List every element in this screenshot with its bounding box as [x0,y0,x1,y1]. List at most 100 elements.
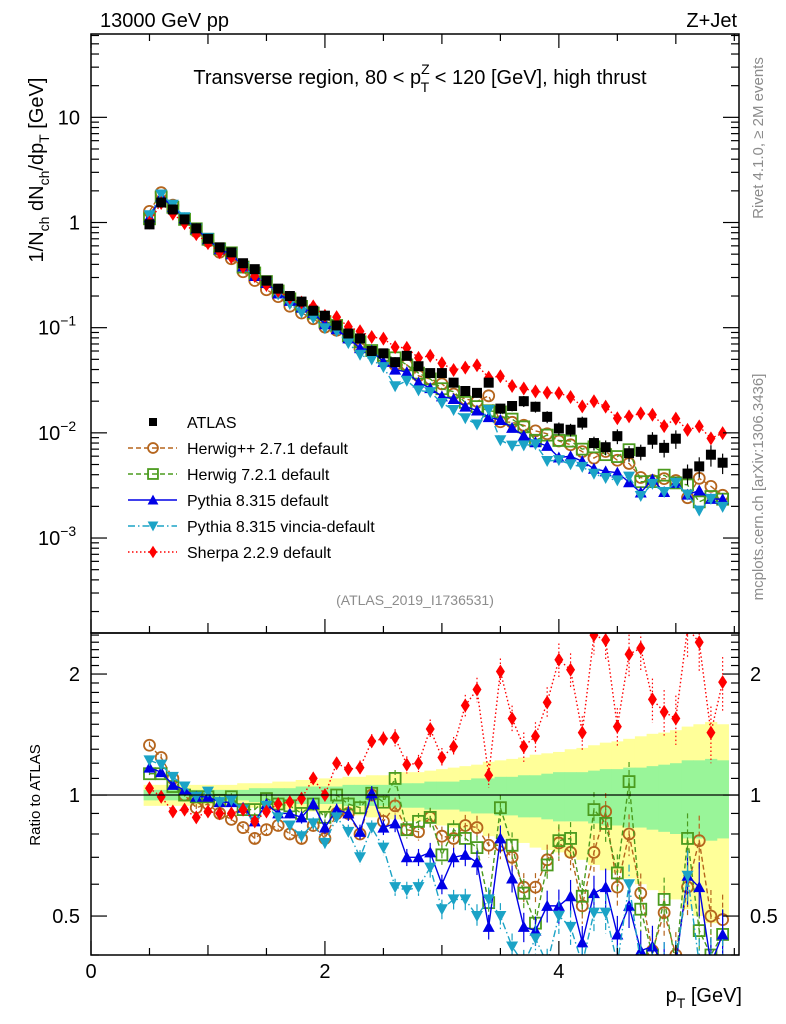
ratio-point [472,682,482,697]
data-point [634,491,647,503]
ratio-point [718,675,728,690]
ratio-point [692,924,706,938]
ratio-point [307,797,320,809]
ratio-point [425,721,435,736]
data-point [542,411,553,422]
ratio-point [285,795,295,810]
ratio-point [377,842,390,854]
ratio-point [635,959,647,970]
data-point [658,487,671,499]
data-point [519,381,529,396]
legend-item: Pythia 8.315 default [128,493,329,510]
data-point [273,283,284,294]
ratio-point [670,958,681,969]
ratio-point [342,807,355,819]
ratio-point [236,821,250,834]
data-point [646,478,659,490]
y-tick-label: 1 [69,213,80,235]
stat-uncertainty-band [669,763,683,834]
ratio-point [365,822,378,834]
ratio-point [601,633,611,648]
ratio-point [203,804,213,819]
data-point [659,442,670,453]
data-point [296,296,307,307]
stat-uncertainty-band [506,776,519,816]
ratio-point [402,757,412,772]
data-point [449,362,459,377]
legend-label: Pythia 8.315 default [187,493,329,510]
ratio-point [659,704,669,719]
data-point [389,363,402,375]
data-point [600,442,611,453]
data-point [202,233,213,244]
stat-uncertainty-band [576,772,589,822]
stat-uncertainty-band [541,773,554,820]
ratio-point [622,775,636,789]
ratio-point [447,894,460,906]
data-point [377,362,390,374]
data-point [657,468,671,482]
ratio-point [704,909,718,923]
ratio-point [519,739,529,754]
data-point [564,459,577,471]
data-point [343,328,354,339]
data-point [507,401,518,412]
data-point [425,368,436,379]
ratio-point [670,958,682,969]
ratio-point [484,768,494,783]
data-point [494,413,507,425]
legend-item: Pythia 8.315 vincia-default [128,519,375,536]
data-point [390,340,400,355]
ratio-point [494,832,507,844]
ratio-point [587,887,600,899]
data-point [238,258,249,269]
data-point [624,409,634,424]
stat-uncertainty-band [553,772,566,822]
ratio-point [564,921,577,933]
legend-marker [148,545,158,559]
header-left: 13000 GeV pp [100,10,229,32]
series-line [148,193,724,512]
ratio-point [388,772,402,785]
axis-ticks [90,34,739,956]
data-point [318,323,331,335]
ratio-point [647,692,657,707]
ratio-point [143,738,156,752]
data-point [448,377,459,388]
rivet-label: Rivet 4.1.0, ≥ 2M events [750,57,767,219]
ratio-point [283,807,296,819]
ratio-point [541,959,553,970]
data-point [671,411,681,426]
ratio-point [343,762,353,777]
ratio-point [599,881,612,893]
ratio-point [470,821,484,834]
ratio-point [295,831,308,843]
data-point [495,369,505,384]
data-point [683,422,693,437]
ratio-point [414,756,424,771]
data-point [144,219,155,230]
ratio-y-tick-label-right: 2 [750,664,761,686]
data-point [565,424,576,435]
stat-uncertainty-band [646,766,659,830]
ratio-line [148,744,723,955]
data-point [693,484,706,496]
legend-item: Herwig 7.2.1 default [128,467,330,484]
ratio-point [168,804,178,819]
data-point [587,468,600,480]
data-point [553,423,564,434]
legend-label: ATLAS [187,415,237,432]
x-tick-label: 4 [553,961,564,983]
ratio-point [505,838,519,852]
ratio-point [412,851,425,863]
ratio-point [564,890,577,902]
ratio-point [506,941,519,953]
series-atlas [144,197,728,485]
series-line [148,201,723,440]
stat-uncertainty-band [681,760,694,839]
x-tick-label: 0 [85,961,96,983]
data-point [577,399,587,414]
x-axis-label: pT [GeV] [666,985,742,1011]
stat-uncertainty-band [658,764,671,832]
ratio-point [460,698,470,713]
